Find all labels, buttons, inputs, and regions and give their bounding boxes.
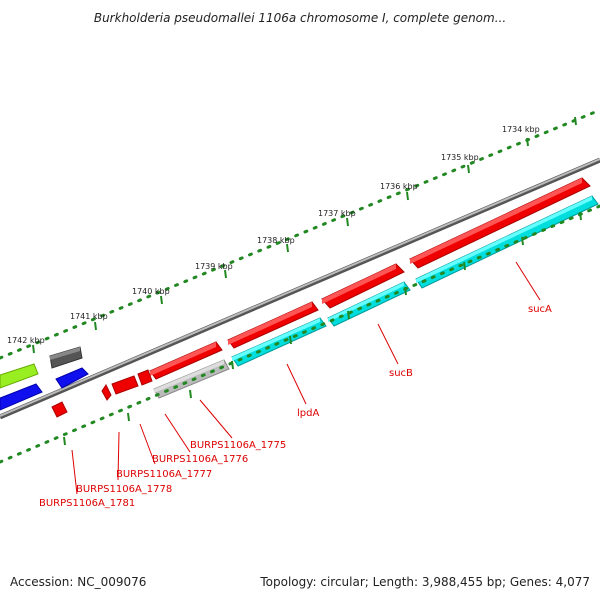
ruler-labels: 1734 kbp 1735 kbp 1736 kbp 1737 kbp 1738… (7, 125, 540, 345)
gene-label: sucB (389, 368, 413, 379)
gene-sucB (321, 263, 405, 309)
forward-strand-genes[interactable] (49, 177, 591, 418)
inner-ruler (0, 204, 600, 464)
outer-ruler (0, 108, 600, 360)
gene-label: BURPS1106A_1776 (152, 454, 248, 465)
gene-label: BURPS1106A_1775 (190, 440, 286, 451)
gene-label: BURPS1106A_1781 (39, 498, 135, 509)
ruler-label: 1735 kbp (441, 153, 479, 162)
gene-BURPS1106A_1776 (137, 369, 153, 386)
gene-BURPS1106A_1781 (51, 401, 68, 418)
outer-major-ticks (32, 116, 577, 354)
ruler-label: 1740 kbp (132, 287, 170, 296)
gene-label: BURPS1106A_1777 (116, 469, 212, 480)
gene-label: sucA (528, 304, 552, 315)
map-title: Burkholderia pseudomallei 1106a chromoso… (93, 11, 507, 25)
gene-BURPS1106A_1778 (101, 384, 112, 401)
gene-green (0, 363, 39, 389)
ruler-label: 1737 kbp (318, 209, 356, 218)
gene-labels[interactable]: sucA sucB lpdA BURPS1106A_1775 BURPS1106… (39, 304, 552, 509)
gene-blue-small (55, 367, 89, 389)
ruler-label: 1742 kbp (7, 336, 45, 345)
summary-text: Topology: circular; Length: 3,988,455 bp… (260, 575, 590, 589)
ruler-label: 1741 kbp (70, 312, 108, 321)
accession-text: Accession: NC_009076 (10, 575, 147, 589)
chromosome-backbone (0, 157, 600, 420)
ruler-label: 1734 kbp (502, 125, 540, 134)
ruler-label: 1738 kbp (257, 236, 295, 245)
gene-label: BURPS1106A_1778 (76, 484, 172, 495)
label-leaders (71, 261, 541, 495)
gene-BURPS1106A_1777 (111, 375, 139, 395)
gene-label: lpdA (297, 408, 319, 419)
gene-lpdA-rev (231, 317, 327, 367)
gene-blue-large (0, 383, 43, 411)
ruler-label: 1739 kbp (195, 262, 233, 271)
ruler-label: 1736 kbp (380, 182, 418, 191)
